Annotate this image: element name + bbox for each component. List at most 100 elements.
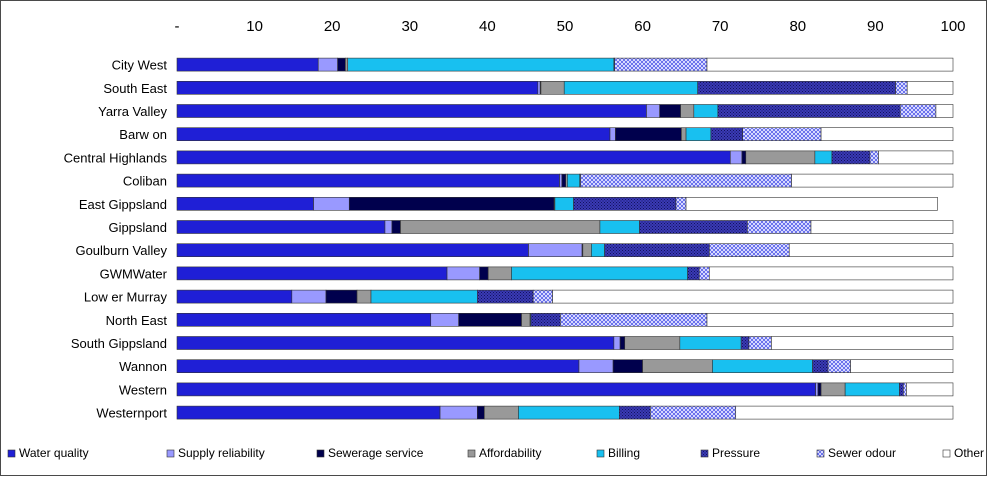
x-tick-label: 100 [940,18,965,35]
bar-segment [675,197,687,211]
bar-segment [561,173,567,188]
bar-segment [642,359,713,374]
bar-segment [869,150,879,165]
bar-segment [899,104,937,118]
legend-label: Other [954,446,984,460]
bar-segment [567,173,581,188]
bar-segment [176,289,293,304]
bar-segment [479,266,489,281]
category-label: GWMWater [100,266,168,281]
bar-segment [370,289,478,304]
bar-segment [356,289,372,304]
legend-label: Sewer odour [828,446,896,460]
bar-segment [458,312,522,327]
bar-segment [729,150,743,165]
bar-segment [176,382,816,397]
bar-segment [604,243,710,257]
legend-swatch [316,449,325,458]
bar-segment [400,220,601,234]
x-tick-label: 80 [789,18,806,35]
bar-segment [609,127,616,141]
bar-segment [325,289,358,304]
bar-segment [532,289,553,304]
bar-segment [735,405,954,420]
bar-segment [895,81,908,95]
category-labels: City West South East Yarra Valley Barw on Ce… [64,58,168,421]
legend-label: Sewerage service [328,446,424,460]
bar-segment [709,243,790,257]
bar-segment [176,127,611,141]
bar-segment [540,81,565,95]
bar-segment [791,173,954,188]
category-label: Barw on [119,127,167,142]
bar-segment [573,197,677,211]
bar-segment [639,220,748,234]
bar-segment [812,359,829,374]
bar-segment [537,81,541,95]
bar-segment [483,405,519,420]
bar-segment [552,289,954,304]
bar-segment [899,382,904,397]
x-axis: - 10 20 30 40 50 60 70 80 90 100 [175,18,966,35]
bar-segment [878,150,954,165]
bar-segment [313,197,350,211]
bar-segment [771,336,954,350]
bar-segment [717,104,901,118]
legend-swatch [166,449,175,458]
bar-segment [345,57,349,72]
category-label: Coliban [123,174,167,189]
legend-swatch [467,449,476,458]
bar-segment [317,57,338,72]
legend-label: Affordability [479,446,541,460]
bar-segment [176,197,314,211]
category-label: Wannon [119,359,167,374]
bar-segment [613,336,621,350]
bar-segment [619,336,626,350]
bar-segment [477,289,534,304]
bar-segment [391,220,401,234]
bar-segment [747,220,812,234]
category-label: North East [106,313,168,328]
bar-segment [814,150,833,165]
bar-segment [820,382,846,397]
bar-segment [706,312,954,327]
bar-segment [685,127,712,141]
bar-segment [659,104,681,118]
bar-segment [903,382,907,397]
legend: Water quality Supply reliability Sewerage … [7,446,984,460]
category-label: Gippsland [108,220,167,235]
category-label: Westernport [96,406,167,421]
x-tick-label: 10 [246,18,263,35]
legend-label: Billing [608,446,640,460]
bar-segment [831,150,871,165]
bar-segment [697,81,896,95]
bar-segment [176,173,560,188]
bar-segment [487,266,512,281]
bar-segment [530,312,561,327]
legend-swatch [596,449,605,458]
x-tick-label: 20 [324,18,341,35]
x-tick-label: 40 [479,18,496,35]
x-tick-label: 70 [712,18,729,35]
bar-segment [815,382,819,397]
category-label: South East [103,81,167,96]
bar-segment [348,197,555,211]
bar-segment [698,266,710,281]
bar-segment [650,405,737,420]
bar-segment [741,150,747,165]
bar-segment [679,336,742,350]
bar-segment [430,312,459,327]
bar-segment [580,173,792,188]
bar-segment [563,81,698,95]
bar-segment [518,405,620,420]
bar-segment [559,173,563,188]
bar-segment [712,359,813,374]
bar-segment [446,266,480,281]
legend-label: Pressure [712,446,760,460]
bar-segment [710,127,744,141]
bar-segment [906,81,954,95]
x-tick-label: 90 [867,18,884,35]
legend-label: Supply reliability [178,446,265,460]
bar-segment [176,104,647,118]
